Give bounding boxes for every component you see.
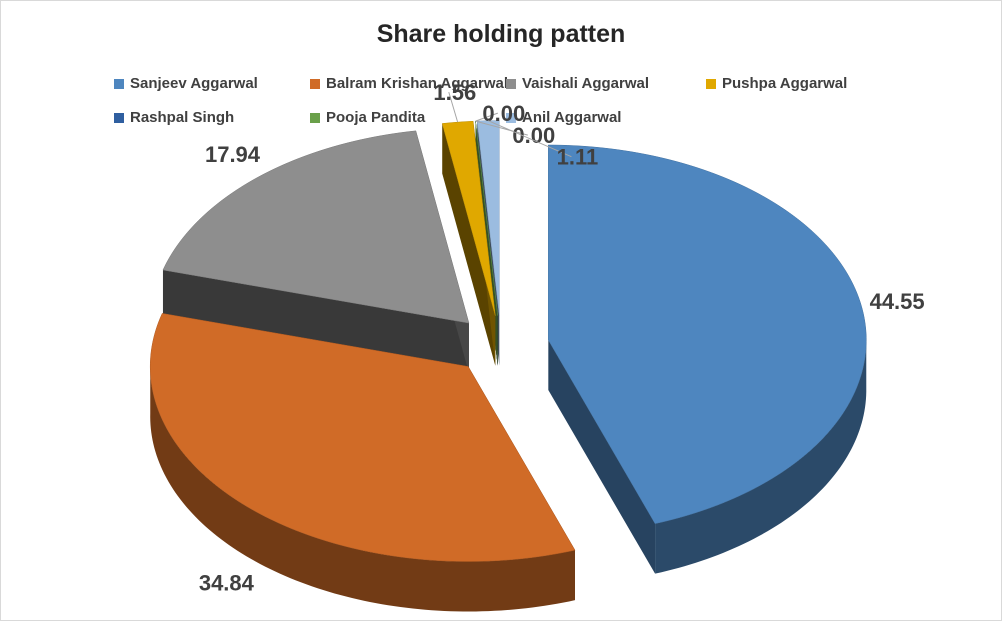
legend-item-vaishali-aggarwal: Vaishali Aggarwal [506,75,649,92]
slice-rim [655,337,867,574]
legend-swatch [706,78,716,89]
slice-side-wall [548,339,656,574]
chart-title: Share holding patten [376,20,626,48]
legend-item-sanjeev-aggarwal: Sanjeev Aggarwal [114,75,258,92]
slice-side-wall [442,123,496,366]
data-label-vaishali-aggarwal: 17.94 [205,142,261,167]
legend-swatch [114,78,124,89]
legend-label: Sanjeev Aggarwal [130,75,258,92]
label-leader-line [488,120,572,158]
label-leader-line [448,92,459,123]
legend-item-rashpal-singh: Rashpal Singh [114,109,234,126]
legend-item-pooja-pandita: Pooja Pandita [310,109,425,126]
legend-swatch [310,78,320,89]
data-label-pooja-pandita: 0.00 [512,123,555,148]
legend-swatch [310,112,320,123]
data-label-pushpa-aggarwal: 1.56 [433,80,476,105]
legend-label: Anil Aggarwal [522,109,622,126]
slice-top [548,144,867,524]
pie-slice-pushpa-aggarwal [441,120,496,366]
legend-label: Pooja Pandita [326,109,426,126]
legend-label: Pushpa Aggarwal [722,75,848,92]
legend-label: Balram Krishan Aggarwal [326,75,508,92]
legend-swatch [114,112,124,123]
legend-swatch [506,112,516,123]
legend-item-balram-krishan-aggarwal: Balram Krishan Aggarwal [310,75,508,92]
legend-item-anil-aggarwal: Anil Aggarwal [506,109,621,126]
data-label-balram-krishan-aggarwal: 34.84 [199,571,255,596]
slice-top [149,313,576,562]
legend-label: Vaishali Aggarwal [522,75,649,92]
slice-top [162,130,470,324]
legend-item-pushpa-aggarwal: Pushpa Aggarwal [706,75,847,92]
data-label-anil-aggarwal: 1.11 [557,145,599,170]
label-leader-line [475,112,498,122]
data-label-sanjeev-aggarwal: 44.55 [870,289,925,314]
pie-slice-vaishali-aggarwal [162,130,470,374]
pie-slice-sanjeev-aggarwal [548,144,867,574]
pie-slice-balram-krishan-aggarwal [149,313,576,612]
legend-label: Rashpal Singh [130,109,235,126]
slice-rim [150,363,575,612]
legend-swatch [506,78,516,89]
slice-top [441,120,496,316]
label-leader-line [475,120,528,136]
data-label-rashpal-singh: 0.00 [482,101,525,126]
slice-side-wall [162,269,469,374]
